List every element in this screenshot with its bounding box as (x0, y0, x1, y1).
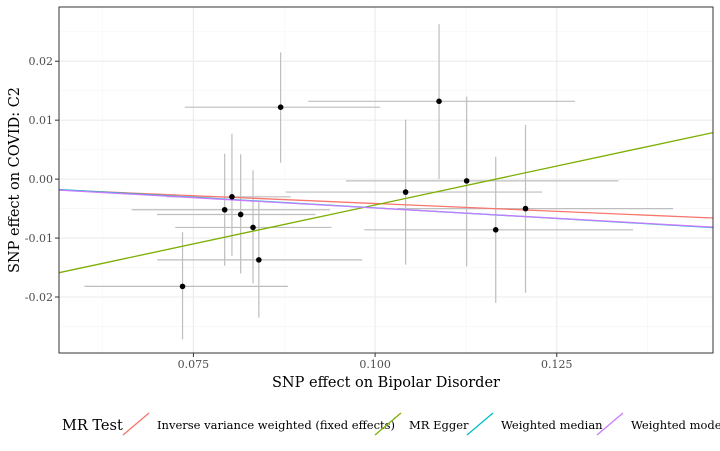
data-point (522, 205, 529, 212)
legend-label: Inverse variance weighted (fixed effects… (157, 418, 395, 432)
data-point (237, 211, 244, 218)
legend-key (374, 412, 402, 436)
legend: MR Test Inverse variance weighted (fixed… (62, 412, 720, 436)
legend-title: MR Test (62, 418, 123, 434)
x-tick-label: 0.100 (359, 358, 391, 371)
data-point (277, 104, 284, 111)
y-axis-ticks: -0.02 -0.01 0.00 0.01 0.02 (25, 55, 59, 304)
data-points (179, 98, 529, 290)
legend-label: Weighted median (501, 418, 603, 432)
x-tick-label: 0.075 (178, 358, 210, 371)
y-tick-label: 0.01 (29, 114, 54, 127)
legend-label: Weighted mode (631, 418, 720, 432)
major-gridlines (59, 7, 713, 353)
y-tick-label: -0.01 (25, 232, 53, 245)
y-tick-label: 0.00 (29, 173, 54, 186)
y-axis-title: SNP effect on COVID: C2 (7, 87, 23, 273)
legend-key (466, 412, 494, 436)
data-point (250, 224, 256, 231)
regression-line (59, 189, 713, 228)
panel-border (58, 6, 714, 354)
regression-line (59, 131, 713, 274)
data-point (402, 189, 409, 195)
regression-lines (59, 131, 713, 274)
data-point (229, 193, 235, 200)
data-point (436, 98, 442, 105)
minor-gridlines (59, 7, 713, 353)
y-tick-label: 0.02 (29, 55, 54, 68)
legend-key (122, 412, 150, 436)
regression-line (59, 189, 713, 219)
error-bars (84, 24, 674, 340)
data-point (179, 283, 186, 290)
x-axis-title: SNP effect on Bipolar Disorder (272, 375, 500, 391)
data-point (492, 227, 499, 233)
data-point (221, 206, 228, 213)
legend-key (596, 412, 624, 436)
x-tick-label: 0.125 (541, 358, 573, 371)
y-tick-label: -0.02 (25, 291, 53, 304)
data-point (256, 257, 262, 263)
x-axis-ticks: 0.075 0.100 0.125 (178, 353, 573, 371)
data-point (463, 178, 470, 184)
legend-label: MR Egger (409, 418, 469, 432)
